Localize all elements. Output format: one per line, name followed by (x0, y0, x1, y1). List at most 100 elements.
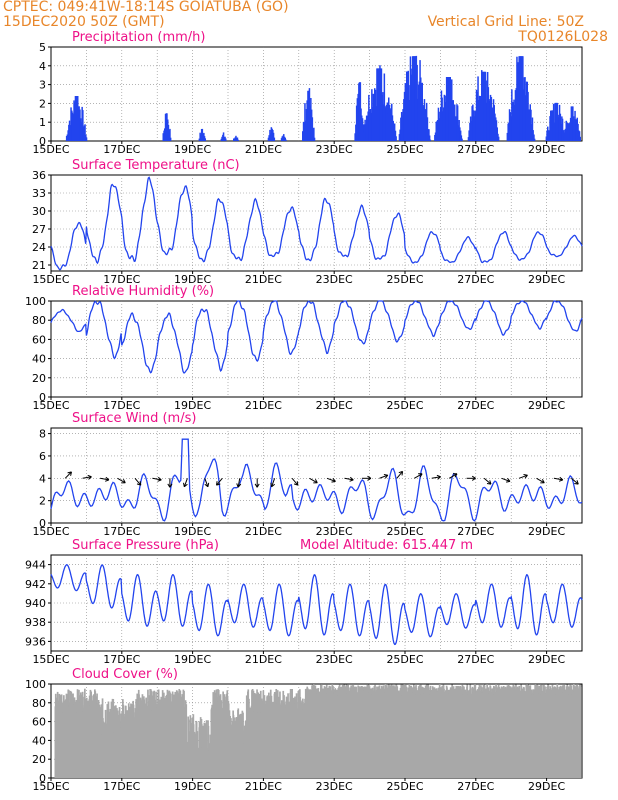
y-tick-label: 6 (39, 450, 46, 463)
x-tick-label: 19DEC (174, 273, 211, 286)
x-tick-label: 17DEC (103, 780, 140, 793)
wind-arrow-head (471, 475, 476, 481)
precip-bar (548, 130, 550, 141)
precip-bar (483, 71, 486, 141)
wind-arrow-head (313, 479, 318, 484)
cloud-bar (185, 704, 188, 778)
x-tick-label: 17DEC (103, 273, 140, 286)
x-tick-label: 29DEC (528, 143, 565, 156)
precip-bar (74, 96, 77, 141)
precip-bar (361, 115, 363, 141)
x-tick-label: 27DEC (457, 525, 494, 538)
wind-arrow-head (183, 482, 188, 488)
x-tick-label: 19DEC (174, 780, 211, 793)
wind-arrow (204, 478, 209, 487)
precip-bar (554, 102, 556, 141)
precip-bar (284, 137, 286, 141)
precip-bar (550, 110, 553, 141)
x-tick-label: 27DEC (457, 399, 494, 412)
precip-bar (66, 134, 69, 141)
cloud-bar (580, 686, 582, 778)
x-tick-label: 27DEC (457, 653, 494, 666)
precip-bar (202, 133, 204, 141)
precip-bar (518, 56, 520, 142)
precip-bar (364, 119, 366, 141)
wind-arrow-head (331, 477, 336, 483)
wind-arrow (117, 477, 126, 484)
y-tick-label: 40 (32, 353, 46, 366)
y-tick-label: 8 (39, 428, 46, 441)
precip-bar (562, 130, 564, 141)
x-tick-label: 29DEC (528, 273, 565, 286)
y-tick-label: 0 (39, 517, 46, 530)
precip-bar (82, 110, 84, 141)
precip-bar (453, 107, 455, 141)
precip-bar (70, 107, 72, 141)
plot-frame (50, 46, 583, 142)
wind-speed-line (50, 438, 583, 522)
precip-bar (313, 127, 315, 141)
wind-arrow (216, 477, 223, 486)
precip-bar (417, 84, 420, 141)
precip-bar (164, 128, 166, 141)
x-tick-label: 21DEC (245, 780, 282, 793)
precip-bar (547, 126, 549, 141)
precip-bar (307, 90, 310, 141)
humidity-line (50, 300, 583, 374)
precip-bar (400, 117, 402, 141)
wind-arrow (483, 477, 492, 485)
wind-arrow (344, 477, 354, 481)
x-tick-label: 15DEC (32, 273, 69, 286)
y-tick-label: 27 (32, 223, 46, 236)
precip-bar (394, 130, 397, 141)
precip-bar (379, 68, 382, 141)
precip-bar (362, 131, 364, 141)
precip-bar (486, 80, 488, 141)
precip-bar (414, 56, 416, 142)
precip-bar (415, 55, 418, 141)
precip-bar (402, 109, 404, 141)
y-tick-label: 944 (25, 559, 46, 572)
precip-bar (429, 139, 432, 141)
precip-bar (427, 129, 429, 141)
wind-arrow-head (523, 474, 528, 479)
precip-bar (572, 106, 574, 141)
precip-bar (524, 77, 526, 141)
panel-title: Surface Pressure (hPa) (72, 538, 219, 553)
panel-pres: 936 938 940 942 944 15DEC 17DEC 19DEC 21DEC 23DEC… (25, 538, 583, 666)
precip-bar (451, 79, 453, 141)
x-tick-label: 27DEC (457, 143, 494, 156)
y-tick-label: 20 (32, 372, 46, 385)
wind-arrow-head (204, 482, 210, 488)
y-tick-label: 942 (25, 578, 46, 591)
precip-bar (85, 137, 88, 141)
x-tick-label: 25DEC (386, 143, 423, 156)
y-tick-label: 5 (39, 41, 46, 54)
wind-arrow-head (558, 476, 564, 482)
x-tick-label: 23DEC (316, 143, 353, 156)
precip-bar (221, 136, 223, 141)
x-tick-label: 17DEC (103, 399, 140, 412)
precip-bar (560, 123, 562, 141)
precip-bar (306, 100, 308, 141)
panel-title: Surface Wind (m/s) (72, 411, 196, 426)
panel-title: Surface Temperature (nC) (72, 158, 240, 173)
precip-bar (310, 98, 312, 141)
precip-bar (233, 138, 236, 141)
precip-bar (456, 105, 459, 141)
plot-frame (50, 174, 583, 272)
panel-subtitle: Model Altitude: 615.447 m (300, 538, 473, 553)
precip-bar (488, 99, 490, 141)
precip-bar (237, 139, 239, 141)
precip-bar (533, 134, 535, 141)
precip-bar (371, 107, 374, 141)
wind-arrow-head (349, 476, 354, 482)
x-tick-label: 15DEC (32, 653, 69, 666)
precip-bar (461, 138, 463, 141)
precip-bar (552, 103, 555, 141)
y-tick-label: 80 (32, 697, 46, 710)
header-grid-line: Vertical Grid Line: 50Z (427, 14, 584, 30)
x-tick-label: 21DEC (245, 653, 282, 666)
precip-bar (514, 90, 517, 141)
